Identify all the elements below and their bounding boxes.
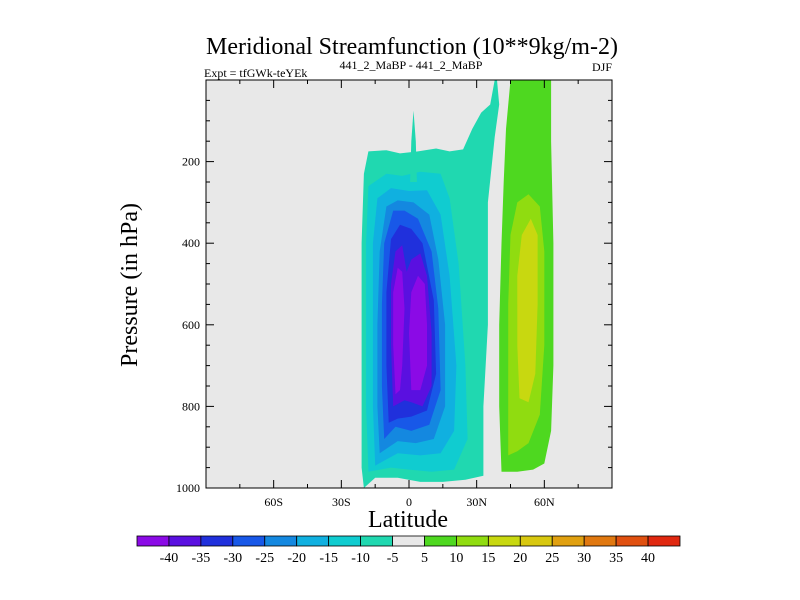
colorbar-swatch	[264, 535, 298, 547]
colorbar-label: -25	[255, 551, 274, 566]
colorbar-swatch	[551, 535, 585, 547]
colorbar-label: 5	[421, 551, 428, 566]
colorbar-label: -40	[160, 551, 179, 566]
colorbar-swatch	[360, 535, 393, 547]
colorbar-swatch	[200, 535, 234, 547]
y-axis-title: Pressure (in hPa)	[117, 203, 143, 367]
plot-area: 60S 30S 0 30N 60N 200 400 600 800 1000	[176, 79, 613, 509]
colorbar-label: -35	[192, 551, 211, 566]
colorbar-swatch	[328, 535, 361, 547]
colorbar-swatch	[519, 535, 553, 547]
northern-cell-contour	[517, 218, 538, 403]
southern-cell-contour	[409, 275, 427, 391]
southern-cell-contour	[393, 267, 405, 395]
contour-layer	[361, 80, 554, 488]
northern-cell-contour	[539, 80, 547, 142]
axis-ticks: 60S 30S 0 30N 60N 200 400 600 800 1000	[176, 80, 612, 509]
colorbar-swatch	[136, 535, 170, 547]
colorbar-label: 15	[481, 551, 495, 566]
season-label: DJF	[592, 60, 612, 74]
southern-cell-contour	[410, 110, 417, 182]
x-tick-label: 0	[406, 495, 412, 509]
y-tick-label: 600	[182, 318, 200, 332]
x-tick-label: 30N	[466, 495, 487, 509]
y-tick-label: 400	[182, 236, 200, 250]
colorbar-label: 25	[545, 551, 559, 566]
colorbar-swatch	[583, 535, 617, 547]
experiment-label: Expt = tfGWk-teYEk	[204, 66, 307, 80]
y-tick-label: 800	[182, 399, 200, 413]
colorbar-swatch	[615, 535, 649, 547]
colorbar-label: -15	[319, 551, 338, 566]
colorbar-label: -20	[287, 551, 306, 566]
x-tick-label: 60N	[534, 495, 555, 509]
chart-title: Meridional Streamfunction (10**9kg/m-2)	[206, 34, 618, 60]
x-axis-title: Latitude	[368, 507, 448, 533]
colorbar-label: -30	[223, 551, 242, 566]
colorbar-swatch	[456, 535, 489, 547]
colorbar-swatch	[647, 535, 681, 547]
colorbar-label: 10	[449, 551, 463, 566]
colorbar-swatch	[424, 535, 457, 547]
colorbar-swatch	[232, 535, 266, 547]
colorbar-swatch	[296, 535, 330, 547]
y-tick-label: 200	[182, 155, 200, 169]
colorbar-label: -10	[351, 551, 370, 566]
colorbar-label: -5	[387, 551, 399, 566]
colorbar-label: 30	[577, 551, 591, 566]
colorbar-label: 40	[641, 551, 655, 566]
y-tick-label: 1000	[176, 481, 200, 495]
colorbar-swatch	[487, 535, 521, 547]
x-tick-label: 30S	[332, 495, 351, 509]
difference-label: 441_2_MaBP - 441_2_MaBP	[340, 58, 483, 72]
x-tick-label: 60S	[264, 495, 283, 509]
colorbar-swatch	[168, 535, 202, 547]
colorbar-label: 20	[513, 551, 527, 566]
colorbar: -40 -35 -30 -25 -20 -15 -10 -5 5 10 15 20 25 30 35 40	[136, 535, 681, 566]
colorbar-swatch	[392, 535, 425, 547]
colorbar-label: 35	[609, 551, 623, 566]
